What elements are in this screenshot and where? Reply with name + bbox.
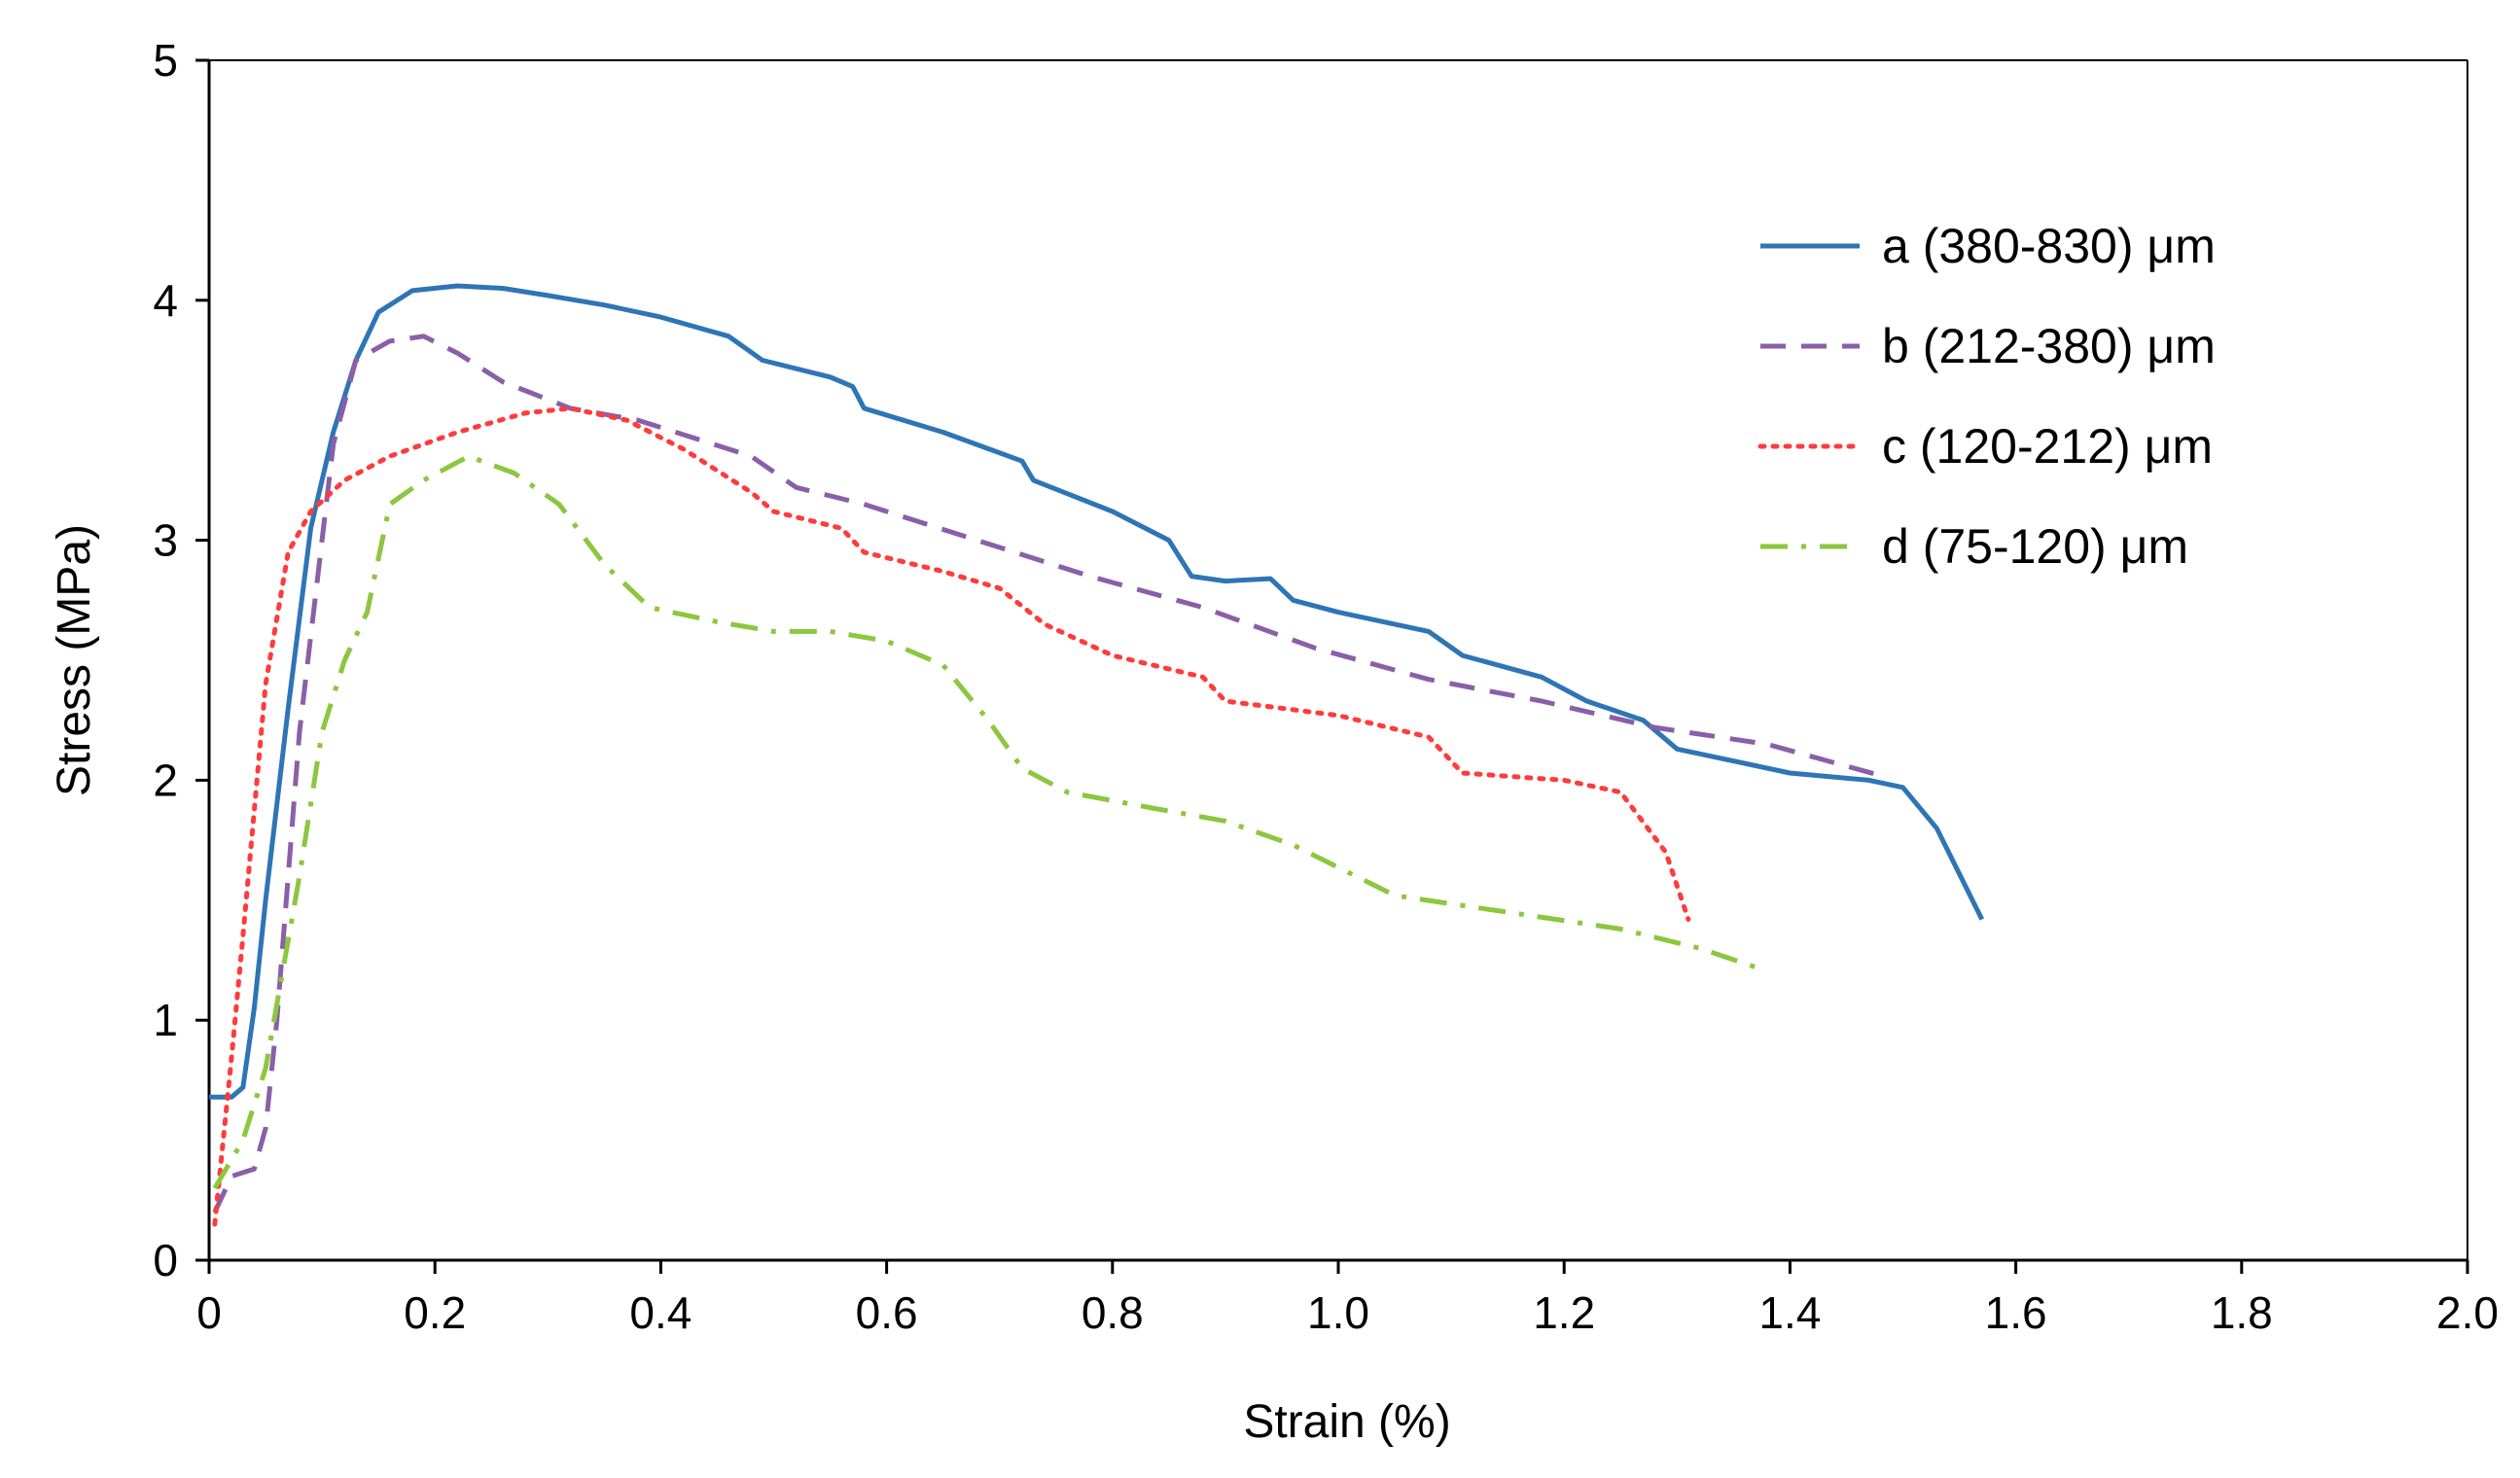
x-axis-title: Strain (%) bbox=[1243, 1396, 1450, 1448]
series-line-a bbox=[209, 283, 1985, 1100]
x-tick-label: 1.0 bbox=[1307, 1287, 1369, 1338]
series-lines bbox=[209, 283, 1985, 1227]
y-tick-label: 2 bbox=[153, 755, 178, 805]
y-axis-title: Stress (MPa) bbox=[49, 524, 100, 796]
series-line-b bbox=[212, 334, 1881, 1214]
x-ticks: 0 0.2 0.4 0.6 0.8 1.0 1.2 1.4 1.6 1.8 2.0 bbox=[196, 1260, 2499, 1338]
x-tick-label: 0 bbox=[196, 1287, 222, 1338]
y-tick-label: 3 bbox=[153, 515, 178, 566]
x-tick-label: 0.2 bbox=[404, 1287, 466, 1338]
legend-label-b: b (212-380) μm bbox=[1882, 319, 2216, 373]
x-tick-label: 0.8 bbox=[1082, 1287, 1144, 1338]
legend-label-d: d (75-120) μm bbox=[1882, 519, 2188, 574]
y-ticks: 0 1 2 3 4 5 bbox=[153, 35, 209, 1285]
x-tick-label: 1.6 bbox=[1985, 1287, 2047, 1338]
series-line-d bbox=[212, 453, 1757, 1190]
x-tick-label: 0.4 bbox=[629, 1287, 692, 1338]
y-tick-label: 5 bbox=[153, 35, 178, 86]
legend-label-c: c (120-212) μm bbox=[1882, 419, 2213, 474]
y-tick-label: 0 bbox=[153, 1235, 178, 1285]
x-tick-label: 1.2 bbox=[1533, 1287, 1595, 1338]
x-tick-label: 1.4 bbox=[1758, 1287, 1821, 1338]
x-tick-label: 2.0 bbox=[2436, 1287, 2499, 1338]
x-tick-label: 1.8 bbox=[2211, 1287, 2273, 1338]
y-tick-label: 1 bbox=[153, 995, 178, 1045]
y-tick-label: 4 bbox=[153, 275, 178, 326]
x-tick-label: 0.6 bbox=[856, 1287, 918, 1338]
legend-label-a: a (380-830) μm bbox=[1882, 219, 2216, 273]
legend: a (380-830) μm b (212-380) μm c (120-212) … bbox=[1757, 219, 2216, 574]
